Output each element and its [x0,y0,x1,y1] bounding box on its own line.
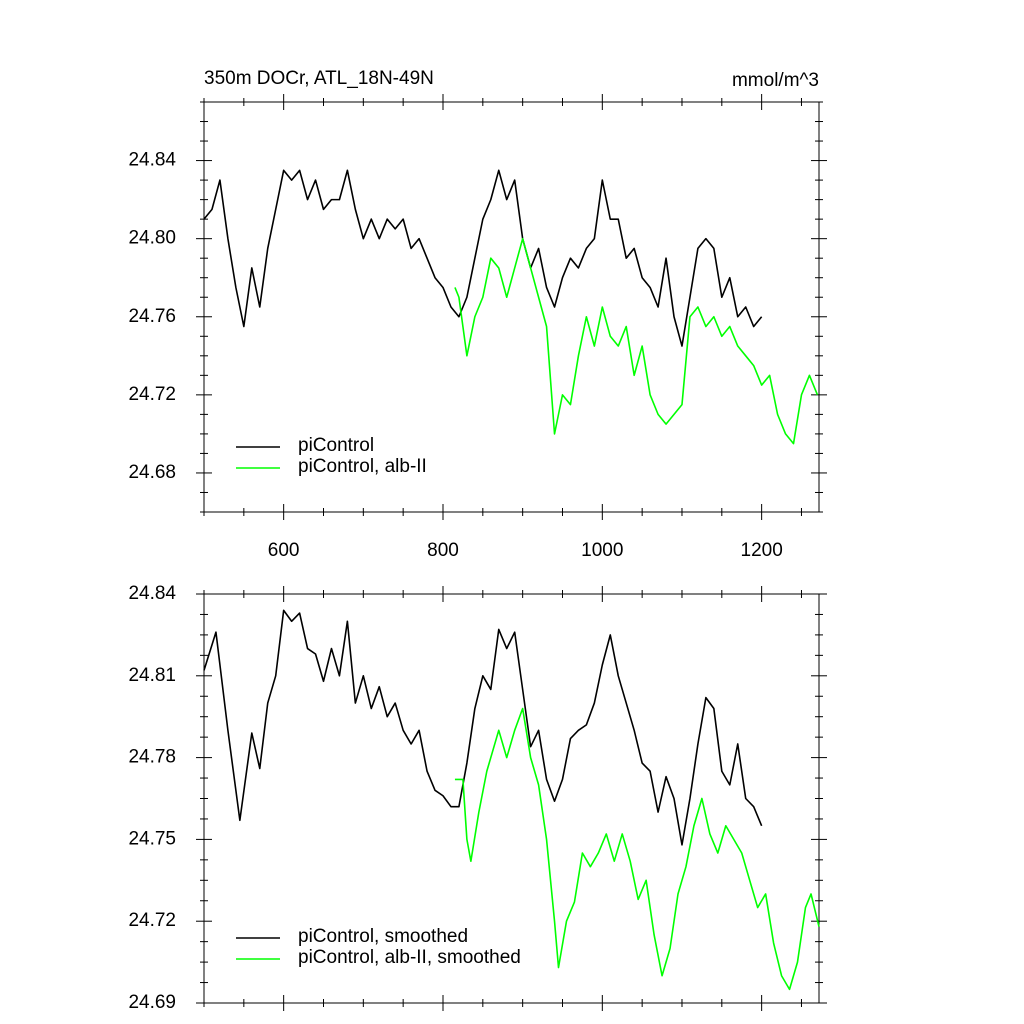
plot-frame [203,101,820,513]
chart-title: 350m DOCr, ATL_18N-49N [204,68,434,89]
units-label: mmol/m^3 [732,70,819,91]
series-line [203,169,763,347]
legend-label: piControl [298,435,374,456]
y-tick-label: 24.78 [128,747,176,768]
legend-label: piControl, smoothed [298,926,468,947]
y-tick-label: 24.72 [128,910,176,931]
x-tick-label: 800 [427,540,459,561]
x-tick-label: 1000 [581,540,623,561]
y-tick-label: 24.69 [128,992,176,1013]
plot-frame [203,593,820,1004]
series-line [454,237,819,445]
legend-label: piControl, alb-II [298,456,427,477]
series-line [454,707,820,991]
y-tick-label: 24.84 [128,150,176,171]
y-tick-label: 24.81 [128,665,176,686]
y-tick-label: 24.75 [128,828,176,849]
y-tick-label: 24.76 [128,306,176,327]
y-tick-label: 24.72 [128,384,176,405]
series-line [203,609,763,846]
y-tick-label: 24.84 [128,583,176,604]
x-tick-label: 600 [268,540,300,561]
y-tick-label: 24.80 [128,228,176,249]
legend-label: piControl, alb-II, smoothed [298,947,521,968]
x-tick-label: 1200 [741,540,783,561]
y-tick-label: 24.68 [128,462,176,483]
